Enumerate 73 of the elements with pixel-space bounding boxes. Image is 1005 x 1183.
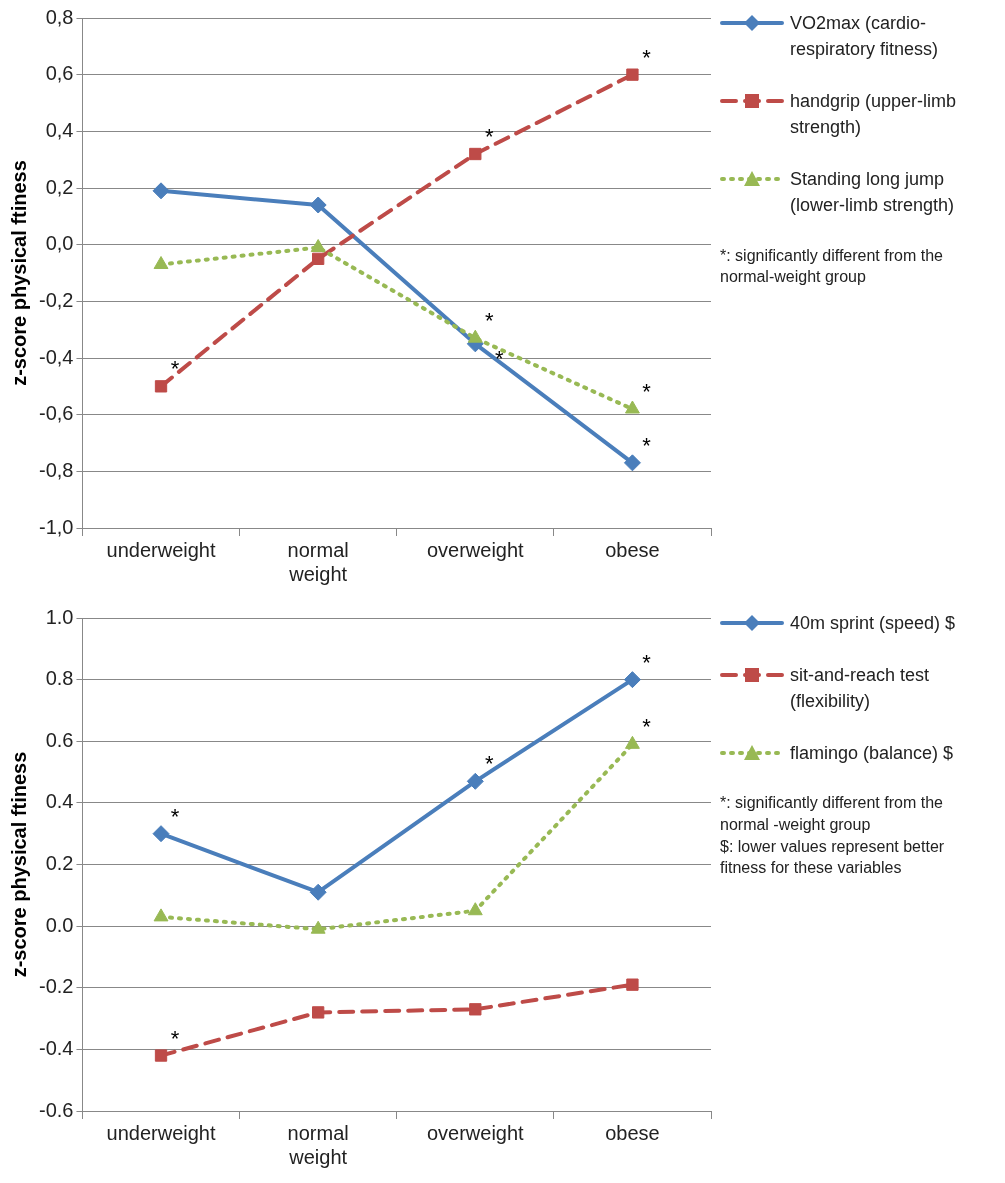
x-tick-label: underweight: [106, 1121, 216, 1144]
point: [152, 825, 170, 843]
x-tick-label: obese: [605, 538, 660, 561]
point: [625, 735, 640, 749]
point: [626, 68, 639, 81]
x-tick-label: overweight: [426, 1121, 525, 1144]
y-tick-label: -0.2: [38, 975, 74, 998]
y-tick-label: -0,6: [38, 402, 74, 425]
point: [310, 239, 326, 252]
y-tick-label: -0.4: [38, 1036, 74, 1059]
y-tick-label: -1,0: [38, 515, 74, 538]
y-tick-label: 0,2: [45, 175, 74, 198]
y-tick-label: -0,4: [38, 345, 74, 368]
x-tick-label: normal weight: [287, 1121, 349, 1168]
annotation: *: [170, 803, 180, 829]
annotation: *: [642, 714, 652, 740]
text: $: lower values represent better fitness for these variables: [720, 836, 946, 879]
legend-label: Standing long jump (lower-limb strength): [790, 168, 956, 218]
x-tick-label: normal weight: [287, 538, 349, 585]
point: [626, 978, 639, 991]
annotation: *: [495, 345, 505, 371]
y-axis-title: z-score physical ftiness: [7, 751, 30, 978]
legend-label: VO2max (cardio-respiratory fitness): [790, 12, 940, 62]
point: [153, 256, 169, 269]
point: [309, 196, 327, 214]
point: [469, 1003, 482, 1016]
y-tick-label: 0,4: [45, 118, 74, 141]
point: [310, 920, 326, 934]
x-tick-label: obese: [605, 1121, 660, 1144]
point: [467, 902, 483, 916]
x-tick-label: overweight: [426, 538, 525, 561]
annotation: *: [485, 751, 495, 777]
annotation: *: [485, 308, 495, 334]
point: [623, 671, 641, 689]
point: [154, 1049, 168, 1062]
y-tick-label: -0.6: [38, 1098, 74, 1121]
point: [467, 329, 483, 343]
y-tick-label: -0,8: [38, 458, 74, 481]
point: [625, 400, 640, 414]
text: *: significantly different from the normal -weight group: [720, 793, 944, 835]
point: [153, 908, 169, 922]
y-tick-label: 0,0: [45, 232, 74, 255]
y-tick-label: 0.2: [45, 852, 74, 875]
annotation: *: [642, 432, 652, 458]
point: [312, 1006, 325, 1019]
y-tick-label: -0,2: [38, 288, 74, 311]
point: [466, 772, 484, 790]
point: [312, 252, 325, 265]
annotation: *: [170, 356, 180, 382]
x-tick-label: underweight: [106, 538, 216, 561]
y-tick-label: 1.0: [45, 605, 74, 628]
legend-label: handgrip (upper-limb strength): [790, 90, 958, 140]
y-tick-label: 0.8: [45, 667, 74, 690]
annotation: *: [485, 124, 495, 150]
annotation: *: [170, 1025, 180, 1051]
point: [469, 147, 482, 161]
y-tick-label: 0.4: [45, 790, 74, 813]
point: [152, 182, 170, 200]
y-axis-title: z-score physical ftiness: [7, 160, 30, 386]
legend-label: flamingo (balance) $: [790, 742, 954, 766]
annotation: *: [642, 649, 652, 675]
y-tick-label: 0.0: [45, 913, 74, 936]
y-tick-label: 0.6: [45, 728, 74, 751]
point: [623, 454, 641, 472]
y-tick-label: 0,6: [45, 62, 74, 85]
annotation: *: [642, 44, 652, 70]
legend-label: sit-and-reach test (flexibility): [790, 664, 931, 714]
y-tick-label: 0,8: [45, 5, 74, 28]
point: [154, 380, 168, 393]
legend-label: 40m sprint (speed) $: [790, 612, 956, 635]
text: *: significantly different from the normal-weight group: [720, 245, 944, 288]
point: [309, 883, 327, 901]
annotation: *: [642, 379, 652, 405]
